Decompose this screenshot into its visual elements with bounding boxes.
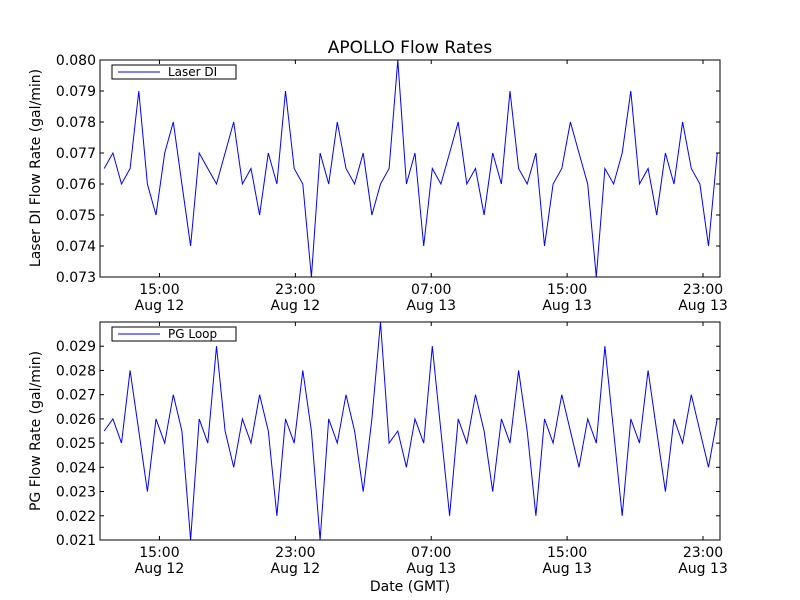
laser-di-x-tick-date-label: Aug 13	[542, 298, 592, 314]
laser-di-y-tick-label: 0.074	[56, 239, 96, 255]
pg-legend-box	[111, 326, 237, 342]
laser-di-x-tick-time-label: 15:00	[139, 282, 179, 298]
pg-y-tick-label: 0.027	[56, 388, 96, 404]
pg-x-tick-time-label: 23:00	[275, 545, 315, 561]
laser-di-series-line	[103, 59, 718, 278]
chart-title: APOLLO Flow Rates	[328, 38, 493, 58]
laser-di-x-tick-date-label: Aug 12	[135, 298, 185, 314]
pg-series-line	[103, 321, 718, 541]
pg-y-tick-label: 0.026	[56, 412, 96, 428]
pg-axes-frame	[99, 321, 721, 541]
laser-di-x-tick-date-label: Aug 12	[271, 298, 321, 314]
laser-di-y-tick-label: 0.078	[56, 115, 96, 131]
laser-di-y-tick-label: 0.076	[56, 177, 96, 193]
laser-di-axes-frame	[99, 59, 721, 278]
pg-y-axis-label: PG Flow Rate (gal/min)	[28, 351, 44, 511]
laser-di-legend: Laser DI	[111, 64, 237, 80]
laser-di-x-tick-time-label: 15:00	[547, 282, 587, 298]
laser-di-y-axis-label: Laser DI Flow Rate (gal/min)	[28, 69, 44, 267]
pg-x-tick-date-label: Aug 12	[135, 561, 185, 577]
laser-di-legend-label: Laser DI	[168, 65, 217, 79]
laser-di-x-tick-time-label: 23:00	[275, 282, 315, 298]
pg-x-tick-date-label: Aug 12	[271, 561, 321, 577]
pg-x-tick-date-label: Aug 13	[678, 561, 728, 577]
pg-y-tick-label: 0.025	[56, 436, 96, 452]
pg-y-tick-label: 0.029	[56, 339, 96, 355]
pg-y-tick-label: 0.022	[56, 509, 96, 525]
laser-di-y-tick-label: 0.079	[56, 84, 96, 100]
pg-y-tick-label: 0.028	[56, 363, 96, 379]
pg-y-tick-label: 0.023	[56, 485, 96, 501]
laser-di-x-tick-date-label: Aug 13	[678, 298, 728, 314]
pg-legend-label: PG Loop	[168, 327, 217, 341]
pg-x-tick-time-label: 07:00	[411, 545, 451, 561]
pg-x-tick-date-label: Aug 13	[542, 561, 592, 577]
laser-di-x-tick-time-label: 23:00	[683, 282, 723, 298]
pg-x-tick-time-label: 15:00	[139, 545, 179, 561]
laser-di-x-tick-date-label: Aug 13	[406, 298, 456, 314]
laser-di-y-tick-label: 0.073	[56, 270, 96, 286]
laser-di-x-tick-time-label: 07:00	[411, 282, 451, 298]
laser-di-legend-box	[111, 64, 237, 80]
laser-di-y-tick-label: 0.080	[56, 53, 96, 69]
laser-di-y-tick-label: 0.077	[56, 146, 96, 162]
pg-x-tick-time-label: 23:00	[683, 545, 723, 561]
pg-x-tick-date-label: Aug 13	[406, 561, 456, 577]
x-axis-label: Date (GMT)	[370, 579, 450, 595]
pg-loop-panel: 0.021 0.022 0.023 0.024 0.025 0.026 0.027 0.028…	[56, 321, 728, 577]
laser-di-panel: 0.073 0.074 0.075 0.076 0.077 0.078 0.079 0.080…	[56, 53, 728, 314]
pg-y-tick-label: 0.024	[56, 460, 96, 476]
pg-legend: PG Loop	[111, 326, 237, 342]
laser-di-y-tick-label: 0.075	[56, 208, 96, 224]
pg-y-tick-label: 0.021	[56, 533, 96, 549]
pg-x-tick-time-label: 15:00	[547, 545, 587, 561]
